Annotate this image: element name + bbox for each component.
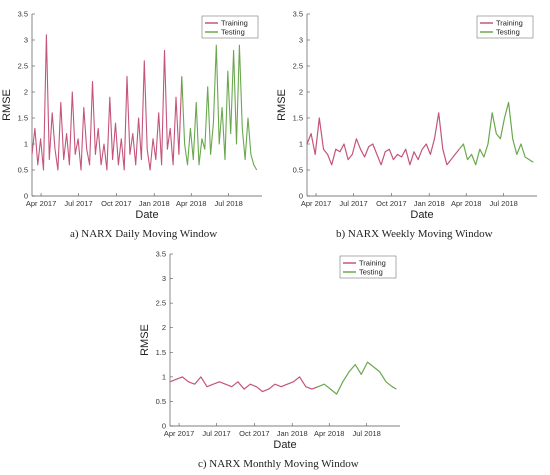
x-tick-label: Apr 2017 [26,199,56,208]
series-line-training [31,34,183,171]
series-line-testing [458,101,534,166]
y-tick-label: 1 [162,372,166,381]
x-tick-label: Jul 2018 [214,199,242,208]
y-tick-label: 1.5 [156,348,166,357]
caption-monthly: c) NARX Monthly Moving Window [198,458,359,470]
y-tick-label: 2 [299,88,303,97]
legend-label-training: Training [359,259,386,268]
x-tick-label: Jul 2017 [64,199,92,208]
legend-label-training: Training [496,19,523,28]
legend-label-testing: Testing [221,28,245,37]
daily-rmse-chart: 0 0.5 1 1.5 2 2.5 3 3.5 Apr 2017 Jul 2017 Oct 2017… [1,10,262,221]
y-tick-label: 0 [299,192,303,201]
series-line-testing [181,44,258,171]
y-tick-label: 3 [24,36,28,45]
y-tick-label: 3.5 [18,10,28,19]
x-tick-label: Jul 2017 [202,429,230,438]
y-tick-label: 0.5 [18,166,28,175]
series-line-training [306,112,460,166]
y-tick-label: 2 [24,88,28,97]
caption-weekly: b) NARX Weekly Moving Window [336,228,493,240]
legend-label-testing: Testing [496,28,520,37]
y-tick-label: 2.5 [293,62,303,71]
x-axis-label: Date [410,209,433,221]
x-tick-label: Jul 2017 [339,199,367,208]
y-tick-label: 1 [24,140,28,149]
x-tick-label: Apr 2018 [451,199,481,208]
x-tick-label: Apr 2017 [301,199,331,208]
y-tick-label: 2 [162,323,166,332]
y-tick-label: 2.5 [156,299,166,308]
x-tick-label: Jan 2018 [139,199,170,208]
x-tick-label: Apr 2018 [176,199,206,208]
x-tick-label: Oct 2017 [239,429,269,438]
legend-label-training: Training [221,19,248,28]
y-tick-label: 1.5 [18,114,28,123]
y-tick-label: 3 [162,274,166,283]
monthly-rmse-chart: 0 0.5 1 1.5 2 2.5 3 3.5 Apr 2017 Jul 2017 Oct 2017… [139,250,400,451]
y-tick-label: 3 [299,36,303,45]
x-axis-label: Date [273,439,296,451]
y-axis-label: RMSE [1,89,13,121]
y-tick-label: 0 [162,422,166,431]
x-tick-label: Oct 2017 [101,199,131,208]
x-tick-label: Oct 2017 [376,199,406,208]
x-tick-label: Apr 2017 [164,429,194,438]
y-tick-label: 1 [299,140,303,149]
y-axis-label: RMSE [276,89,288,121]
y-tick-label: 3.5 [293,10,303,19]
weekly-rmse-chart: 0 0.5 1 1.5 2 2.5 3 3.5 Apr 2017 Jul 2017 Oct 2017… [276,10,537,221]
x-tick-label: Apr 2018 [314,429,344,438]
x-tick-label: Jan 2018 [414,199,445,208]
x-tick-label: Jul 2018 [489,199,517,208]
y-tick-label: 0.5 [156,397,166,406]
y-tick-label: 0 [24,192,28,201]
x-tick-label: Jul 2018 [352,429,380,438]
y-tick-label: 2.5 [18,62,28,71]
y-tick-label: 1.5 [293,114,303,123]
y-tick-label: 3.5 [156,250,166,259]
x-tick-label: Jan 2018 [277,429,308,438]
x-axis-label: Date [135,209,158,221]
legend-label-testing: Testing [359,268,383,277]
caption-daily: a) NARX Daily Moving Window [70,228,218,240]
series-line-training [169,376,319,393]
y-axis-label: RMSE [139,324,151,356]
y-tick-label: 0.5 [293,166,303,175]
series-line-testing [317,361,397,395]
